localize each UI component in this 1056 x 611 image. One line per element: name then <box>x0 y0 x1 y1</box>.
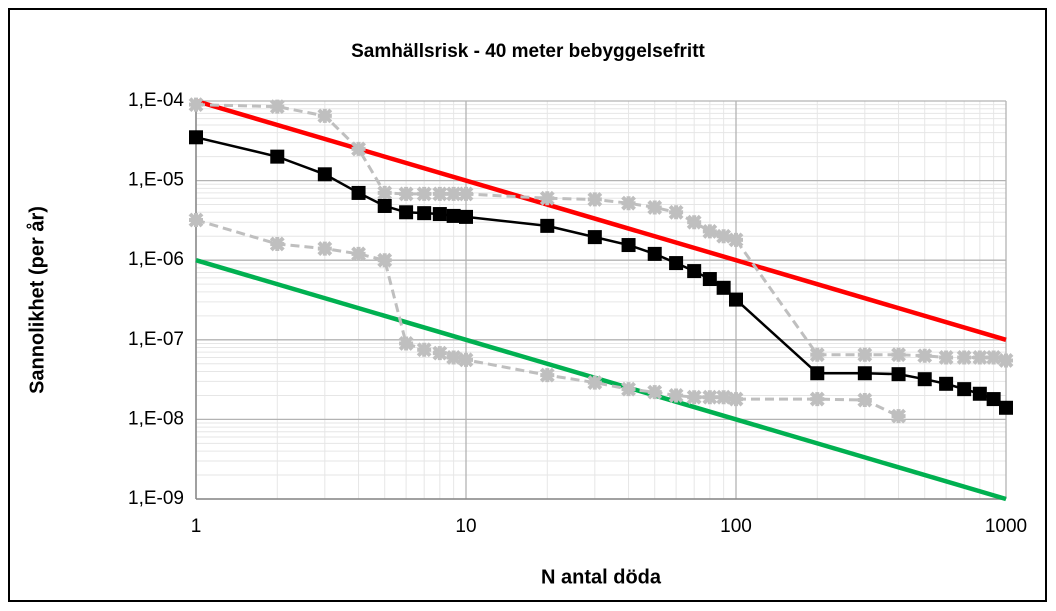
marker <box>917 372 932 387</box>
series-line <box>195 98 1007 342</box>
marker <box>621 238 636 253</box>
marker <box>686 214 702 230</box>
marker <box>938 350 954 365</box>
marker <box>417 206 432 221</box>
x-tick-label: 1 <box>191 516 202 537</box>
marker <box>189 130 203 145</box>
series-line <box>195 136 1007 409</box>
marker <box>668 388 684 403</box>
marker <box>351 185 366 200</box>
y-tick-label: 1,E-06 <box>128 249 184 270</box>
marker <box>857 347 873 363</box>
marker <box>647 246 662 261</box>
marker <box>446 208 461 223</box>
marker <box>351 246 366 262</box>
marker <box>539 190 555 206</box>
marker <box>716 389 732 405</box>
marker <box>939 376 954 391</box>
y-tick-label: 1,E-08 <box>128 408 184 429</box>
marker <box>587 192 603 207</box>
marker <box>317 241 333 256</box>
marker <box>459 209 473 224</box>
marker <box>668 204 684 220</box>
marker <box>729 292 743 307</box>
marker <box>432 345 448 361</box>
marker <box>986 392 1001 407</box>
marker <box>956 350 972 365</box>
marker <box>269 99 285 115</box>
marker <box>587 230 602 245</box>
marker <box>687 264 702 279</box>
marker <box>986 350 1002 365</box>
marker <box>351 141 366 157</box>
marker <box>669 256 684 271</box>
marker <box>446 350 462 365</box>
y-axis-title: Sannolikhet (per år) <box>25 206 48 394</box>
marker <box>702 272 717 287</box>
marker <box>377 198 392 213</box>
marker <box>432 207 447 222</box>
marker <box>317 167 332 182</box>
marker <box>317 108 333 124</box>
marker <box>188 212 204 228</box>
marker <box>621 381 636 397</box>
marker <box>998 353 1014 368</box>
marker <box>891 347 906 363</box>
marker <box>446 186 462 202</box>
marker <box>702 389 718 405</box>
marker <box>728 232 744 248</box>
y-tick-label: 1,E-05 <box>128 170 184 191</box>
marker <box>728 391 744 407</box>
x-axis-title: N antal döda <box>541 566 662 588</box>
y-tick-label: 1,E-09 <box>128 488 184 509</box>
marker <box>377 185 393 201</box>
series-line <box>195 103 1007 362</box>
marker <box>540 218 555 233</box>
marker <box>270 149 285 164</box>
chart-border <box>8 8 1047 602</box>
marker <box>702 223 718 239</box>
marker <box>809 391 825 407</box>
marker <box>957 382 972 397</box>
marker <box>399 205 414 220</box>
marker <box>398 186 414 202</box>
marker <box>716 280 731 295</box>
marker <box>377 252 393 268</box>
marker <box>810 366 825 381</box>
y-tick-label: 1,E-04 <box>128 90 184 111</box>
marker <box>458 186 474 202</box>
marker <box>891 408 906 424</box>
marker <box>716 228 732 244</box>
marker <box>647 384 663 400</box>
marker <box>269 236 285 252</box>
marker <box>539 367 555 383</box>
marker <box>972 386 987 401</box>
marker <box>972 350 988 365</box>
marker <box>857 366 872 381</box>
marker <box>416 186 432 202</box>
x-tick-label: 100 <box>720 516 752 537</box>
chart-title: Samhällsrisk - 40 meter bebyggelsefritt <box>351 41 705 62</box>
y-tick-label: 1,E-07 <box>128 329 184 350</box>
series-line <box>195 258 1007 502</box>
marker <box>416 342 432 358</box>
marker <box>188 97 204 113</box>
marker <box>999 400 1013 415</box>
marker <box>891 367 906 382</box>
marker <box>432 186 448 202</box>
marker <box>587 375 603 391</box>
marker <box>917 348 933 364</box>
marker <box>398 336 414 351</box>
marker <box>458 352 474 368</box>
marker <box>809 347 825 363</box>
marker <box>647 200 663 215</box>
marker <box>686 389 702 405</box>
x-tick-label: 1000 <box>985 516 1027 537</box>
x-tick-label: 10 <box>455 516 476 537</box>
marker <box>857 392 873 408</box>
marker <box>621 195 636 211</box>
